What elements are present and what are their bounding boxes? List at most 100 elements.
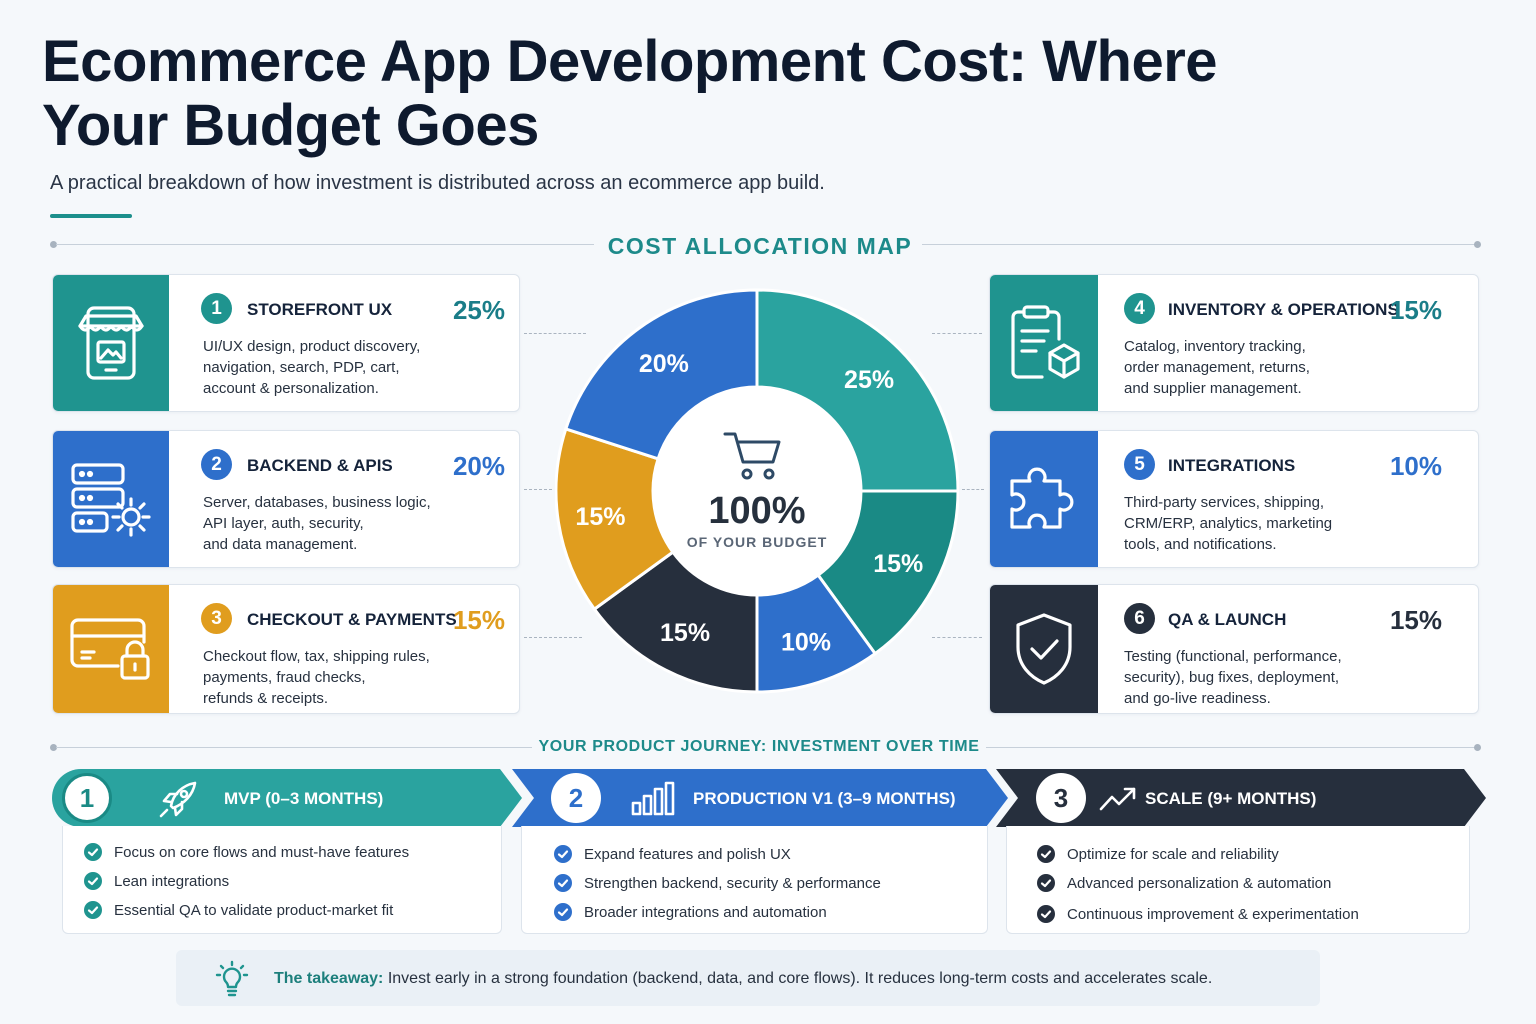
checklist-text: Expand features and polish UX	[584, 845, 791, 863]
connector-line	[524, 333, 586, 334]
category-number: 1	[201, 293, 232, 324]
connector-line	[524, 637, 582, 638]
category-card-storefront: 1 STOREFRONT UX 25% UI/UX design, produc…	[52, 274, 520, 412]
lightbulb-icon	[215, 960, 249, 997]
description-line: Server, databases, business logic,	[203, 494, 431, 511]
category-percentage: 15%	[1389, 295, 1442, 325]
check-icon	[1037, 874, 1055, 892]
donut-slice-label: 25%	[844, 366, 894, 394]
category-icon-panel	[53, 275, 169, 411]
donut-slice-label: 15%	[873, 550, 923, 578]
phase-checklist-item: Focus on core flows and must-have featur…	[84, 843, 409, 861]
page-subtitle: A practical breakdown of how investment …	[50, 172, 825, 194]
phase-number: 2	[551, 773, 601, 823]
phase-banner-mvp	[52, 769, 522, 827]
category-card-qa: 6 QA & LAUNCH 15% Testing (functional, p…	[989, 584, 1479, 714]
takeaway-text: The takeaway: Invest early in a strong f…	[274, 970, 1212, 988]
checklist-text: Broader integrations and automation	[584, 903, 827, 921]
phase-checklist-item: Continuous improvement & experimentation	[1037, 905, 1359, 923]
category-number: 4	[1124, 293, 1155, 324]
description-line: security), bug fixes, deployment,	[1124, 669, 1340, 686]
category-percentage: 10%	[1389, 451, 1442, 481]
check-icon	[84, 843, 102, 861]
description-line: Third-party services, shipping,	[1124, 494, 1325, 511]
phase-number: 1	[62, 773, 112, 823]
donut-center	[653, 387, 861, 595]
category-title: INVENTORY & OPERATIONS	[1168, 300, 1399, 319]
check-icon	[554, 903, 572, 921]
divider-line	[986, 747, 1476, 748]
phase-checklist-item: Broader integrations and automation	[554, 903, 827, 921]
card-lock-icon	[70, 618, 150, 680]
donut-slice-label: 10%	[781, 629, 831, 657]
description-line: payments, fraud checks,	[203, 669, 366, 686]
budget-donut-chart: 25% 15% 10% 15% 15% 20% 100% OF YOUR BUDGET	[554, 288, 960, 694]
checklist-text: Focus on core flows and must-have featur…	[114, 843, 410, 861]
divider-line	[56, 244, 594, 245]
checklist-text: Advanced personalization & automation	[1067, 874, 1332, 892]
divider-dot	[50, 241, 57, 248]
category-description: Testing (functional, performance, securi…	[1124, 646, 1374, 709]
checklist-text: Continuous improvement & experimentation	[1067, 905, 1359, 923]
takeaway-banner: The takeaway: Invest early in a strong f…	[176, 950, 1320, 1006]
category-title: CHECKOUT & PAYMENTS	[247, 610, 457, 629]
category-number: 5	[1124, 449, 1155, 480]
check-icon	[84, 901, 102, 919]
description-line: order management, returns,	[1124, 359, 1310, 376]
category-title: STOREFRONT UX	[247, 300, 393, 319]
category-icon-panel	[53, 431, 169, 567]
category-number: 3	[201, 603, 232, 634]
connector-line	[932, 333, 982, 334]
description-line: Checkout flow, tax, shipping rules,	[203, 648, 430, 665]
phase-checklist-item: Optimize for scale and reliability	[1037, 845, 1279, 863]
phase-label: SCALE (9+ MONTHS)	[1145, 789, 1317, 808]
server-gear-icon	[71, 463, 151, 537]
takeaway-label: The takeaway:	[274, 970, 384, 987]
description-line: and supplier management.	[1124, 380, 1302, 397]
category-description: Server, databases, business logic, API l…	[203, 492, 453, 555]
description-line: tools, and notifications.	[1124, 536, 1277, 553]
phase-details-production	[521, 826, 988, 934]
connector-line	[962, 489, 984, 490]
phase-checklist-item: Essential QA to validate product-market …	[84, 901, 393, 919]
category-percentage: 25%	[452, 295, 505, 325]
description-line: Testing (functional, performance,	[1124, 648, 1342, 665]
description-line: account & personalization.	[203, 380, 379, 397]
category-card-checkout: 3 CHECKOUT & PAYMENTS 15% Checkout flow,…	[52, 584, 520, 714]
divider-line	[56, 747, 532, 748]
donut-center-label: OF YOUR BUDGET	[686, 534, 828, 550]
donut-svg: 25% 15% 10% 15% 15% 20%	[554, 288, 960, 694]
phase-checklist-item: Lean integrations	[84, 872, 229, 890]
category-description: Third-party services, shipping, CRM/ERP,…	[1124, 492, 1374, 555]
category-icon-panel	[990, 431, 1098, 567]
phase-checklist-item: Advanced personalization & automation	[1037, 874, 1331, 892]
phase-label: MVP (0–3 MONTHS)	[224, 789, 384, 808]
category-title: QA & LAUNCH	[1168, 610, 1287, 629]
divider-dot	[1474, 744, 1481, 751]
page-title: Ecommerce App Development Cost: Where Yo…	[42, 29, 1218, 158]
category-icon-panel	[53, 585, 169, 713]
check-icon	[554, 874, 572, 892]
divider-dot	[50, 744, 57, 751]
trend-up-icon	[1099, 787, 1136, 811]
connector-line	[524, 489, 552, 490]
takeaway-message: Invest early in a strong foundation (bac…	[383, 970, 1213, 987]
bar-chart-icon	[631, 781, 675, 816]
accent-bar	[50, 214, 132, 218]
category-card-integrations: 5 INTEGRATIONS 10% Third-party services,…	[989, 430, 1479, 568]
phase-number: 3	[1036, 773, 1086, 823]
category-percentage: 15%	[1389, 605, 1442, 635]
phase-banner-production	[512, 769, 1008, 827]
checklist-text: Optimize for scale and reliability	[1067, 845, 1279, 863]
check-icon	[84, 872, 102, 890]
checklist-text: Strengthen backend, security & performan…	[584, 874, 881, 892]
check-icon	[1037, 845, 1055, 863]
connector-line	[932, 637, 982, 638]
storefront-phone-icon	[78, 306, 144, 380]
category-description: Catalog, inventory tracking, order manag…	[1124, 336, 1374, 399]
category-number: 6	[1124, 603, 1155, 634]
phase-label: PRODUCTION V1 (3–9 MONTHS)	[693, 789, 956, 808]
clipboard-box-icon	[1011, 305, 1080, 379]
section-heading-cost-map: COST ALLOCATION MAP	[607, 233, 913, 259]
checklist-text: Essential QA to validate product-market …	[114, 901, 394, 919]
